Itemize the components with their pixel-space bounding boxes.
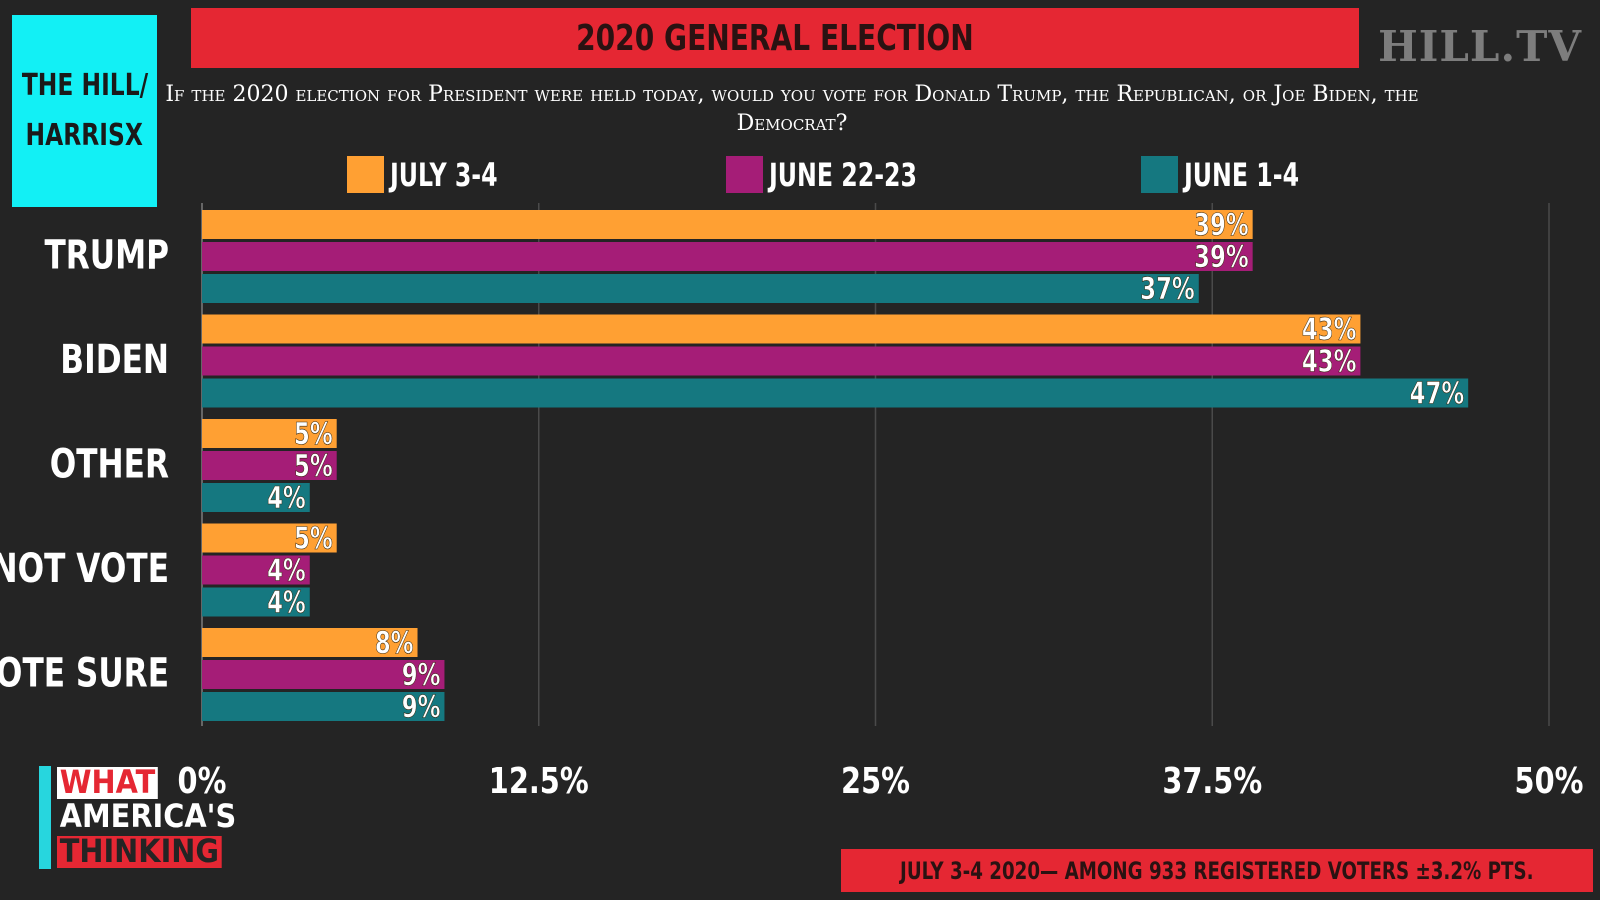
- legend-label: JUNE 22-23: [769, 155, 918, 194]
- bar: [202, 587, 310, 617]
- data-label: 5%: [294, 521, 333, 556]
- footer-logo-accent: [39, 766, 51, 869]
- footer-logo-line2: AMERICA'S: [57, 800, 239, 833]
- bar: [202, 555, 310, 585]
- data-label: 5%: [294, 417, 333, 452]
- data-label: 9%: [402, 690, 441, 725]
- bar: [202, 210, 1253, 239]
- footer-logo-line3: THINKING: [57, 835, 222, 868]
- bar: [202, 692, 445, 721]
- x-tick-label: 12.5%: [489, 760, 589, 802]
- data-label: 4%: [267, 553, 306, 588]
- data-label: 43%: [1302, 344, 1357, 379]
- legend-item-june-22-23: JUNE 22-23: [726, 155, 969, 194]
- bar: [202, 242, 1253, 271]
- data-label: 4%: [267, 481, 306, 516]
- category-label: BIDEN: [60, 337, 169, 383]
- data-label: 5%: [294, 449, 333, 484]
- category-label: TRUMP: [44, 233, 169, 279]
- x-tick-label: 25%: [841, 760, 910, 802]
- data-label: 8%: [375, 626, 414, 661]
- title-banner: 2020 GENERAL ELECTION: [191, 8, 1359, 68]
- poll-question: If the 2020 election for President were …: [165, 82, 1419, 136]
- category-label: NOTE SURE: [0, 651, 169, 697]
- data-label: 39%: [1194, 240, 1249, 275]
- pollster-logo-line2: HARRISX: [25, 118, 144, 153]
- data-label: 4%: [267, 585, 306, 620]
- legend-swatch: [1141, 156, 1178, 193]
- bar: [202, 314, 1361, 344]
- bar: [202, 378, 1469, 408]
- bar: [202, 523, 337, 553]
- x-tick-label: 37.5%: [1162, 760, 1262, 802]
- data-label: 37%: [1140, 272, 1195, 307]
- footer-logo-line1: WHAT: [57, 766, 158, 799]
- bar: [202, 628, 418, 657]
- bar: [202, 483, 310, 512]
- data-label: 39%: [1194, 208, 1249, 243]
- data-label: 47%: [1410, 376, 1465, 411]
- legend-label: JULY 3-4: [390, 155, 498, 194]
- bar: [202, 419, 337, 448]
- category-label: NOT VOTE: [0, 546, 169, 592]
- legend-label: JUNE 1-4: [1184, 155, 1300, 194]
- legend-swatch: [347, 156, 384, 193]
- footer-banner: JULY 3-4 2020— AMONG 933 REGISTERED VOTE…: [841, 849, 1593, 892]
- bar: [202, 274, 1199, 303]
- network-logo: HILL.TV: [1378, 22, 1582, 71]
- x-tick-label: 50%: [1515, 760, 1584, 802]
- bar: [202, 451, 337, 480]
- pollster-logo-line1: THE HILL/: [21, 68, 148, 103]
- legend-item-june-1-4: JUNE 1-4: [1141, 155, 1339, 194]
- x-tick-label: 0%: [178, 760, 227, 802]
- pollster-logo: THE HILL/ HARRISX: [12, 15, 157, 207]
- category-label: OTHER: [50, 442, 169, 488]
- bar: [202, 346, 1361, 376]
- footer-note: JULY 3-4 2020— AMONG 933 REGISTERED VOTE…: [900, 856, 1534, 885]
- legend-item-july-3-4: JULY 3-4: [347, 155, 535, 194]
- chart-title: 2020 GENERAL ELECTION: [576, 17, 974, 59]
- legend-swatch: [726, 156, 763, 193]
- data-label: 9%: [402, 658, 441, 693]
- bar: [202, 660, 445, 689]
- data-label: 43%: [1302, 312, 1357, 347]
